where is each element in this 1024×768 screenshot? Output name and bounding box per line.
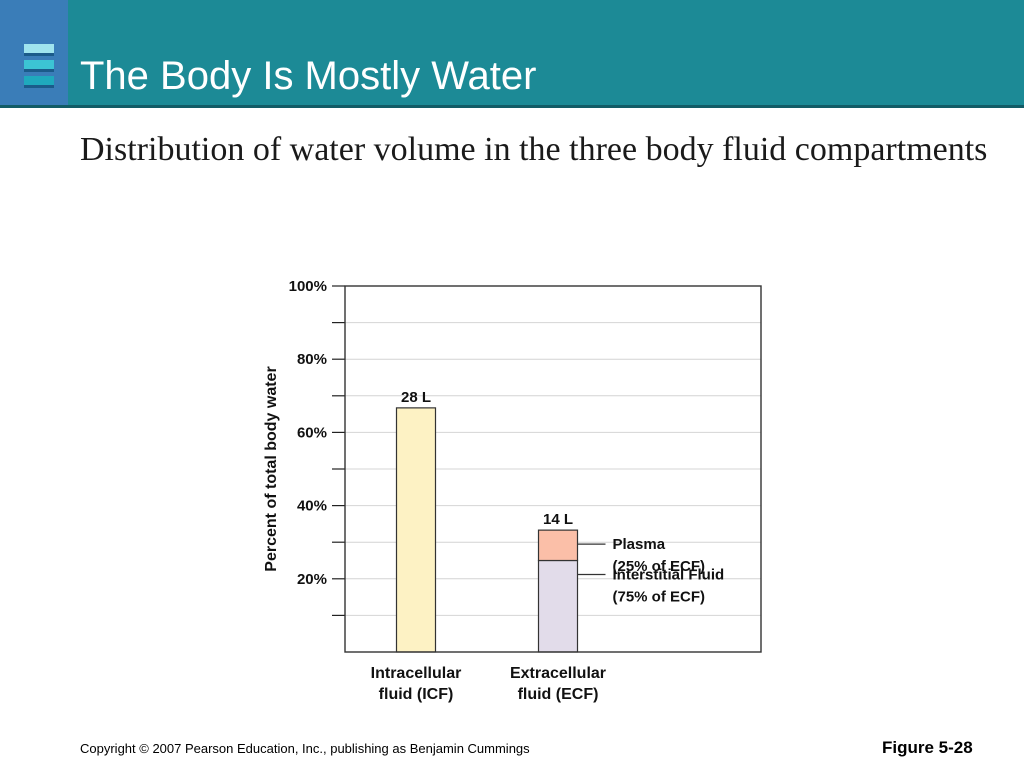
title-bar-divider: [0, 105, 1024, 108]
bar-segment: [395, 407, 437, 653]
segment-annotation-label: (25% of ECF): [613, 558, 706, 575]
x-category-label: Intracellular: [371, 665, 462, 682]
segment-annotation-label: (75% of ECF): [613, 589, 706, 606]
bar-segment: [537, 529, 579, 562]
x-category-label: fluid (ICF): [379, 686, 454, 703]
slide-title: The Body Is Mostly Water: [80, 54, 537, 98]
bar-value-label: 28 L: [401, 389, 431, 406]
y-axis-label: Percent of total body water: [263, 366, 280, 571]
slide-logo-icon: [0, 0, 68, 105]
segment-annotation-label: Interstitial Fluid: [613, 567, 725, 584]
bar-segment: [537, 559, 579, 653]
y-tick-label: 100%: [289, 278, 327, 295]
segment-annotation-label: Plasma: [613, 536, 666, 553]
slide-subtitle: Distribution of water volume in the thre…: [80, 131, 988, 168]
copyright-notice: Copyright © 2007 Pearson Education, Inc.…: [80, 741, 530, 756]
stacked-bar-chart: 20% 40% 60% 80% 100% 28 L Interstitial Fluid (7…: [263, 278, 762, 703]
plot-frame: [344, 285, 762, 653]
logo-stripe-icon: [24, 44, 54, 56]
title-bar: [0, 0, 1024, 105]
logo-stripe-icon: [24, 76, 54, 88]
bar-value-label: 14 L: [543, 511, 573, 528]
y-tick-label: 60%: [297, 424, 327, 441]
y-tick-label: 40%: [297, 498, 327, 515]
logo-stripe-icon: [24, 60, 54, 72]
x-category-label: fluid (ECF): [518, 686, 599, 703]
x-category-label: Extracellular: [510, 665, 606, 682]
y-tick-label: 20%: [297, 571, 327, 588]
y-tick-label: 80%: [297, 351, 327, 368]
figure-label: Figure 5-28: [882, 738, 973, 757]
